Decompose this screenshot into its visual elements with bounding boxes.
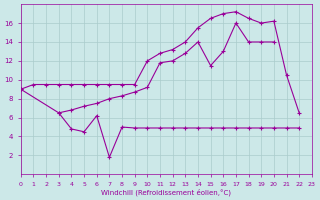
X-axis label: Windchill (Refroidissement éolien,°C): Windchill (Refroidissement éolien,°C)	[101, 188, 231, 196]
